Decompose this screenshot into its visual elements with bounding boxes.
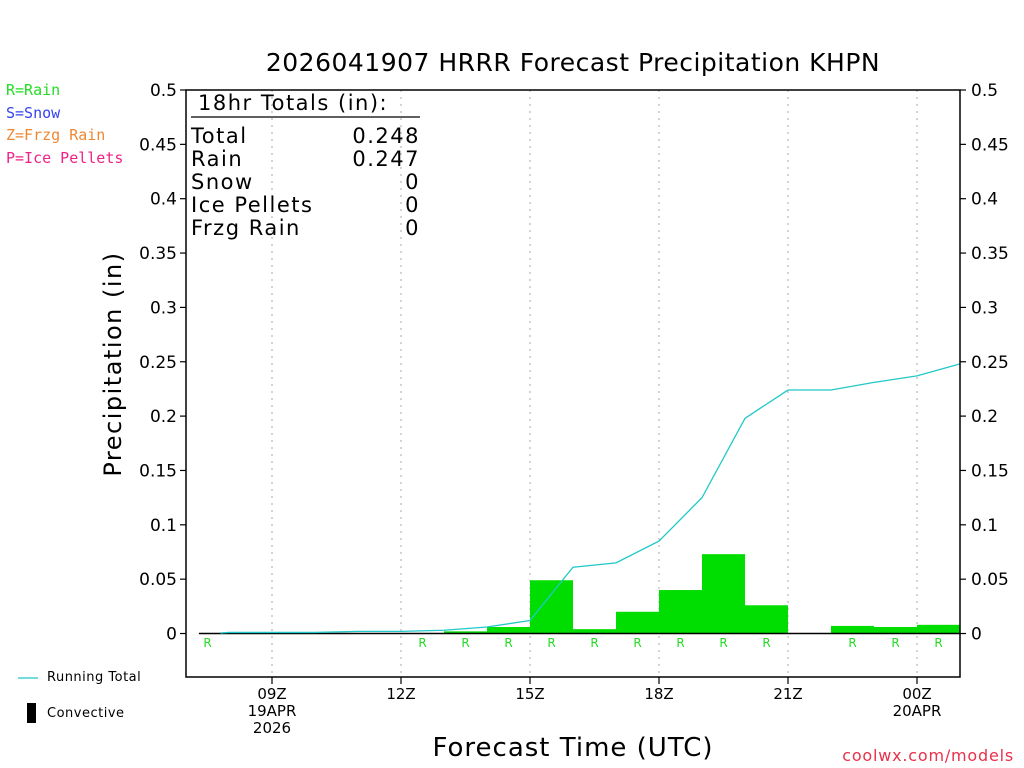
totals-value-ice-pellets: 0 (405, 193, 420, 217)
precip-type-marker: R (891, 636, 899, 650)
precip-type-marker: R (934, 636, 942, 650)
precip-type-marker: R (461, 636, 469, 650)
precip-bar (874, 626, 917, 634)
precip-type-marker: R (676, 636, 684, 650)
legend-snow: S=Snow (6, 104, 61, 122)
legend-ice-pellets: P=Ice Pellets (6, 149, 124, 167)
legend-convective-swatch (27, 703, 36, 723)
y-tick-label-right: 0.3 (971, 298, 998, 318)
y-tick-label-left: 0.45 (139, 135, 177, 155)
precip-type-marker: R (547, 636, 555, 650)
totals-value-snow: 0 (405, 170, 420, 194)
precip-type-marker: R (504, 636, 512, 650)
precip-bar (702, 554, 745, 634)
totals-label-snow: Snow (191, 170, 254, 194)
precip-type-marker: R (633, 636, 641, 650)
x-tick-label: 21Z (773, 685, 802, 703)
plot-frame (185, 89, 961, 678)
y-tick-label-right: 0.15 (971, 461, 1009, 481)
y-tick-label-right: 0.05 (971, 570, 1009, 590)
y-tick-label-right: 0.1 (971, 516, 998, 536)
y-tick-label-right: 0.4 (971, 190, 998, 210)
precip-type-marker: R (848, 636, 856, 650)
precip-bar (659, 590, 702, 634)
y-tick-label-right: 0.35 (971, 244, 1009, 264)
y-tick-label-right: 0.5 (971, 81, 998, 101)
totals-value-frzg-rain: 0 (405, 216, 420, 240)
y-tick-label-right: 0.25 (971, 353, 1009, 373)
legend-running-total-label: Running Total (47, 670, 142, 685)
x-tick-label: 00Z (902, 685, 931, 703)
y-tick-label-right: 0 (971, 625, 982, 645)
totals-heading: 18hr Totals (in): (198, 91, 389, 115)
y-axis-label: Precipitation (in) (99, 251, 127, 477)
y-tick-label-left: 0.15 (139, 461, 177, 481)
y-tick-label-left: 0.2 (150, 407, 177, 427)
precip-bar (444, 631, 487, 634)
x-tick-label: 2026 (253, 719, 291, 737)
precip-bar (917, 624, 960, 634)
y-tick-label-left: 0.4 (150, 190, 177, 210)
x-tick-label: 18Z (644, 685, 673, 703)
totals-value-rain: 0.247 (352, 147, 420, 171)
y-tick-label-left: 0 (166, 625, 177, 645)
precip-bar (487, 626, 530, 634)
totals-label-frzg-rain: Frzg Rain (191, 216, 301, 240)
y-tick-label-left: 0.35 (139, 244, 177, 264)
credit-link: coolwx.com/models (842, 746, 1014, 765)
chart-title: 2026041907 HRRR Forecast Precipitation K… (265, 48, 881, 77)
precip-type-marker: R (590, 636, 598, 650)
totals-label-ice-pellets: Ice Pellets (191, 193, 314, 217)
legend-rain: R=Rain (6, 81, 61, 99)
totals-value-total: 0.248 (352, 124, 420, 148)
y-tick-label-left: 0.05 (139, 570, 177, 590)
y-tick-label-left: 0.5 (150, 81, 177, 101)
x-tick-label: 19APR (248, 702, 297, 720)
x-tick-label: 20APR (893, 702, 942, 720)
x-tick-label: 09Z (257, 685, 286, 703)
running-total-line (220, 363, 961, 634)
precip-type-marker: R (418, 636, 426, 650)
x-axis-label: Forecast Time (UTC) (432, 733, 714, 763)
precip-type-marker: R (762, 636, 770, 650)
precip-bar (831, 625, 874, 634)
x-tick-label: 15Z (515, 685, 544, 703)
totals-label-rain: Rain (191, 147, 244, 171)
y-tick-label-right: 0.2 (971, 407, 998, 427)
precip-bar (530, 580, 573, 634)
y-tick-label-left: 0.1 (150, 516, 177, 536)
precip-bar (616, 611, 659, 634)
y-tick-label-left: 0.25 (139, 353, 177, 373)
precip-type-marker: R (203, 636, 211, 650)
y-tick-label-left: 0.3 (150, 298, 177, 318)
legend-freezing-rain: Z=Frzg Rain (6, 126, 106, 144)
x-tick-label: 12Z (386, 685, 415, 703)
legend-convective-label: Convective (47, 706, 125, 721)
totals-label-total: Total (191, 124, 248, 148)
precip-type-marker: R (719, 636, 727, 650)
precip-bar (573, 629, 616, 634)
y-tick-label-right: 0.45 (971, 135, 1009, 155)
precip-bar (745, 605, 788, 634)
